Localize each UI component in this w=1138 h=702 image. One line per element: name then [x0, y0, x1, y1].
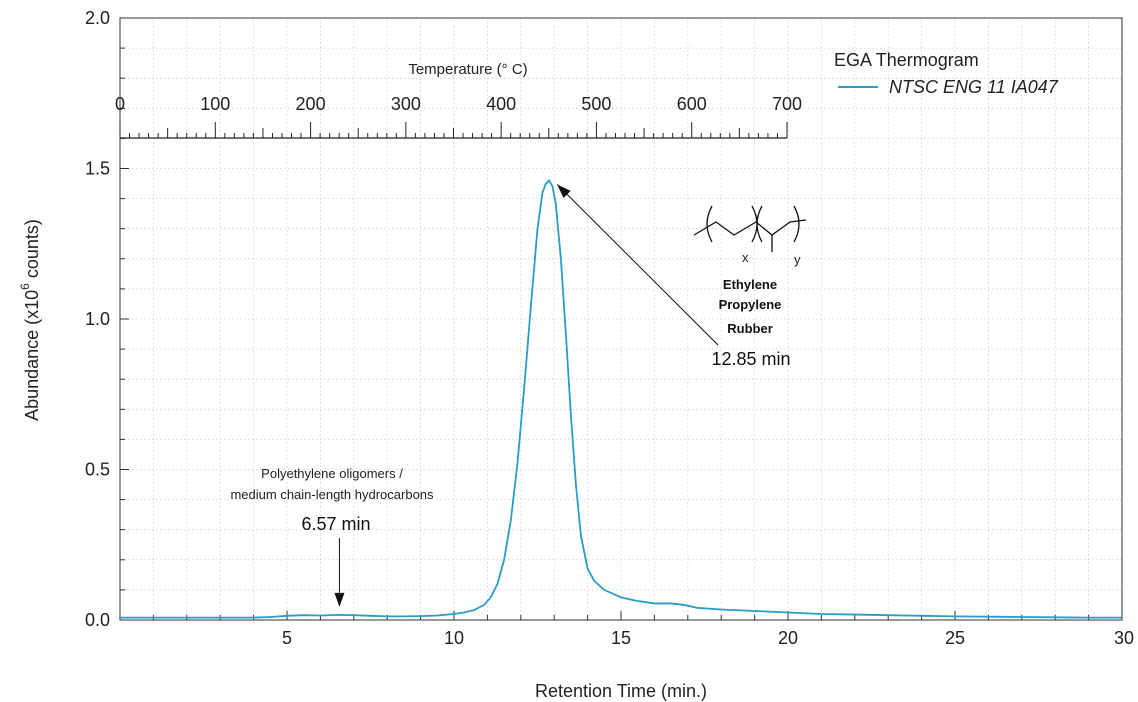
annotation-pe-time: 6.57 min — [301, 514, 370, 534]
annotation-pe-arrowhead — [334, 592, 345, 607]
annotation-epr-arrow — [556, 184, 719, 346]
structure-bracket-right-2 — [793, 205, 800, 243]
y-axis-title-main: Abundance (x10 — [22, 290, 42, 421]
temperature-tick-label: 300 — [391, 94, 421, 114]
temperature-tick-label: 600 — [677, 94, 707, 114]
temperature-tick-label: 200 — [296, 94, 326, 114]
x-tick-label: 15 — [611, 628, 631, 648]
annotation-epr-name-3: Rubber — [727, 321, 773, 336]
series-line — [120, 179, 1122, 619]
y-tick-label: 1.5 — [85, 159, 110, 179]
annotation-epr-arrowhead — [557, 184, 571, 198]
temperature-tick-label: 400 — [486, 94, 516, 114]
x-tick-label: 20 — [778, 628, 798, 648]
temperature-tick-label: 100 — [200, 94, 230, 114]
x-tick-label: 5 — [282, 628, 292, 648]
x-axis-title: Retention Time (min.) — [535, 681, 707, 701]
legend-title: EGA Thermogram — [834, 50, 979, 70]
structure-subscript-x: x — [742, 250, 749, 265]
y-tick-label: 0.5 — [85, 460, 110, 480]
annotation-epr: 12.85 min Ethylene Propylene Rubber x y — [556, 184, 807, 369]
grid-layer — [120, 18, 1122, 620]
annotation-pe-line2: medium chain-length hydrocarbons — [230, 487, 434, 502]
x-tick-label: 10 — [444, 628, 464, 648]
temperature-tick-label: 0 — [115, 94, 125, 114]
structure-bracket-left-1 — [706, 205, 713, 243]
y-axis: 0.0 0.5 1.0 1.5 2.0 — [85, 8, 110, 630]
minor-ticks-layer — [120, 47, 1090, 620]
temperature-tick-label: 500 — [581, 94, 611, 114]
temperature-axis-title: Temperature (° C) — [408, 61, 527, 78]
legend: EGA Thermogram NTSC ENG 11 IA047 — [834, 50, 1059, 97]
temperature-axis: Temperature (° C) 0 100 200 300 400 500 600 700 — [115, 61, 802, 139]
x-axis: 5 10 15 20 25 30 — [282, 628, 1134, 648]
temperature-tick-label: 700 — [772, 94, 802, 114]
x-tick-label: 30 — [1114, 628, 1134, 648]
y-axis-title-tail: counts) — [22, 219, 42, 283]
annotation-epr-name-2: Propylene — [719, 297, 782, 312]
annotation-pe: Polyethylene oligomers / medium chain-le… — [230, 466, 434, 607]
y-axis-title: Abundance (x106 counts) — [18, 219, 42, 421]
structure-chain — [693, 219, 807, 236]
x-tick-label: 25 — [945, 628, 965, 648]
y-tick-label: 1.0 — [85, 309, 110, 329]
epr-structure-drawing — [693, 205, 807, 252]
annotation-epr-time: 12.85 min — [711, 349, 790, 369]
legend-entry-label: NTSC ENG 11 IA047 — [889, 77, 1059, 97]
y-axis-title-exponent: 6 — [18, 283, 32, 290]
annotation-pe-line1: Polyethylene oligomers / — [261, 466, 403, 481]
annotation-epr-name-1: Ethylene — [723, 277, 777, 292]
y-tick-label: 2.0 — [85, 8, 110, 28]
y-tick-label: 0.0 — [85, 610, 110, 630]
structure-bracket-left-2 — [756, 205, 763, 243]
structure-subscript-y: y — [794, 252, 801, 267]
plot-frame — [119, 17, 1123, 621]
